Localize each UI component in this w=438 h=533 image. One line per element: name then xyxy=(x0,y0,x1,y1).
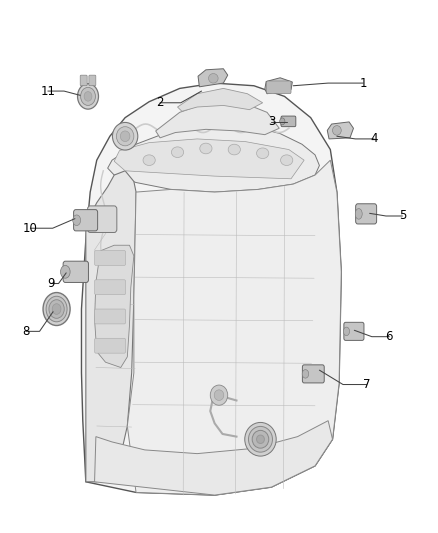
Ellipse shape xyxy=(46,296,67,322)
Text: 11: 11 xyxy=(40,85,55,98)
Ellipse shape xyxy=(208,74,218,83)
FancyBboxPatch shape xyxy=(267,81,291,94)
Ellipse shape xyxy=(120,131,130,142)
Ellipse shape xyxy=(49,300,64,318)
Ellipse shape xyxy=(214,390,224,400)
Polygon shape xyxy=(177,88,263,111)
Ellipse shape xyxy=(171,147,184,158)
Ellipse shape xyxy=(257,148,269,159)
FancyBboxPatch shape xyxy=(74,209,98,231)
Text: 8: 8 xyxy=(22,325,30,338)
Ellipse shape xyxy=(257,435,265,443)
Text: 3: 3 xyxy=(268,116,275,128)
Text: 1: 1 xyxy=(359,77,367,90)
Ellipse shape xyxy=(248,426,272,452)
Ellipse shape xyxy=(200,143,212,154)
Ellipse shape xyxy=(43,293,70,326)
Text: 10: 10 xyxy=(23,222,38,235)
Ellipse shape xyxy=(52,304,61,314)
Text: 7: 7 xyxy=(363,378,370,391)
Polygon shape xyxy=(86,171,136,482)
Polygon shape xyxy=(108,124,319,192)
FancyBboxPatch shape xyxy=(356,204,377,224)
Text: 4: 4 xyxy=(370,132,378,146)
FancyBboxPatch shape xyxy=(63,261,88,282)
Ellipse shape xyxy=(280,118,285,125)
FancyBboxPatch shape xyxy=(89,75,96,86)
Ellipse shape xyxy=(332,126,341,135)
FancyBboxPatch shape xyxy=(95,280,126,295)
FancyBboxPatch shape xyxy=(344,322,364,341)
Ellipse shape xyxy=(245,423,276,456)
Ellipse shape xyxy=(210,385,228,405)
Text: 2: 2 xyxy=(156,96,164,109)
FancyBboxPatch shape xyxy=(95,338,126,353)
FancyBboxPatch shape xyxy=(95,309,126,324)
Ellipse shape xyxy=(113,123,138,150)
Polygon shape xyxy=(81,83,341,495)
Ellipse shape xyxy=(343,327,350,336)
Ellipse shape xyxy=(302,369,309,378)
Polygon shape xyxy=(327,122,353,139)
FancyBboxPatch shape xyxy=(302,365,324,383)
FancyBboxPatch shape xyxy=(95,251,126,265)
Ellipse shape xyxy=(73,215,81,225)
Ellipse shape xyxy=(117,127,134,146)
Text: 9: 9 xyxy=(47,277,55,290)
FancyBboxPatch shape xyxy=(80,75,87,86)
Ellipse shape xyxy=(252,430,269,448)
Polygon shape xyxy=(95,421,332,495)
Polygon shape xyxy=(95,245,134,368)
Text: 5: 5 xyxy=(399,209,406,222)
Polygon shape xyxy=(127,160,341,495)
Ellipse shape xyxy=(355,208,362,219)
Ellipse shape xyxy=(84,92,92,101)
Ellipse shape xyxy=(143,155,155,165)
Text: 6: 6 xyxy=(385,330,393,343)
FancyBboxPatch shape xyxy=(88,206,117,232)
Polygon shape xyxy=(155,102,279,138)
Polygon shape xyxy=(198,69,228,87)
Polygon shape xyxy=(114,139,304,179)
Ellipse shape xyxy=(81,87,95,106)
Ellipse shape xyxy=(60,265,70,278)
Ellipse shape xyxy=(78,84,99,109)
Ellipse shape xyxy=(228,144,240,155)
Polygon shape xyxy=(265,78,292,94)
FancyBboxPatch shape xyxy=(281,116,296,127)
Ellipse shape xyxy=(281,155,293,165)
